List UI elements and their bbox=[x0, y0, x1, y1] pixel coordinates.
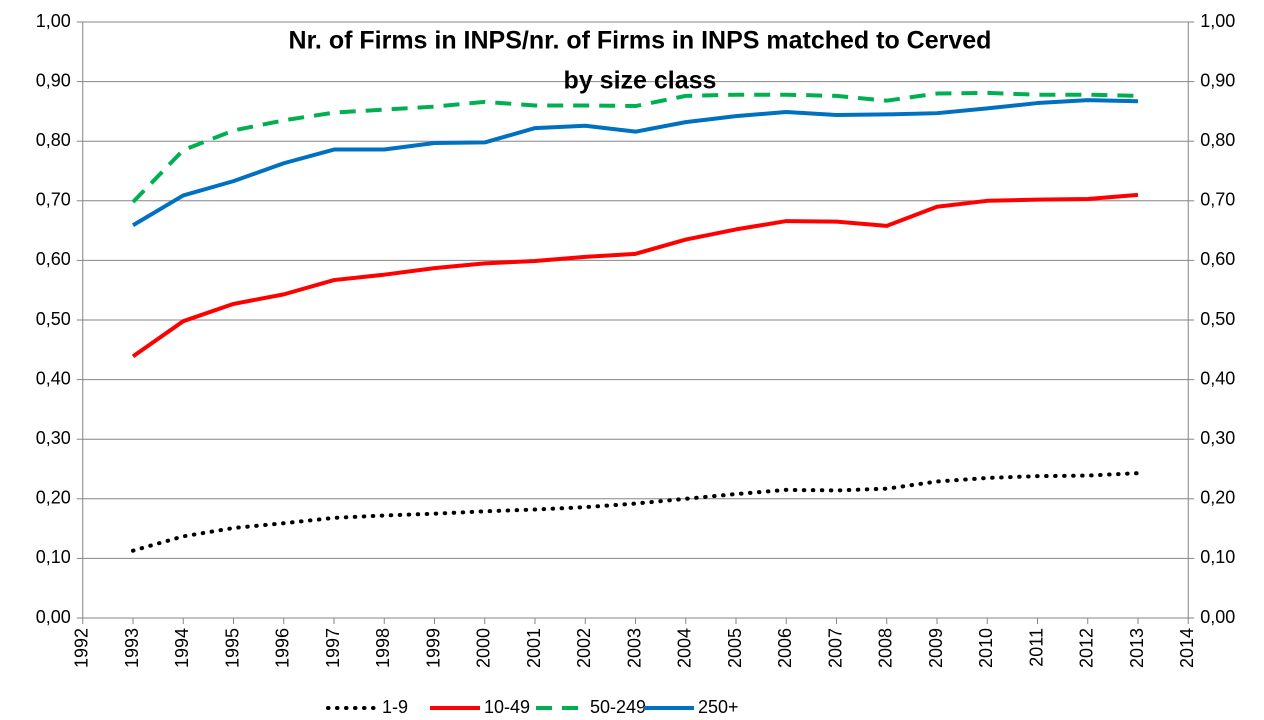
x-tick-label: 2000 bbox=[474, 628, 494, 668]
y-tick-label: 0,50 bbox=[36, 309, 71, 329]
x-tick-label: 1993 bbox=[122, 628, 142, 668]
series-line bbox=[131, 90, 1139, 204]
x-tick-label: 2004 bbox=[675, 628, 695, 668]
y-tick-label: 0,90 bbox=[36, 70, 71, 90]
x-tick-label: 1997 bbox=[323, 628, 343, 668]
y-tick-label: 0,40 bbox=[36, 368, 71, 388]
x-tick-label: 1999 bbox=[423, 628, 443, 668]
x-tick-label: 2014 bbox=[1177, 628, 1197, 668]
series-line bbox=[131, 98, 1139, 227]
y2-tick-label: 0,20 bbox=[1200, 488, 1235, 508]
x-tick-label: 2010 bbox=[976, 628, 996, 668]
x-tick-label: 2012 bbox=[1077, 628, 1097, 668]
y-tick-label: 0,60 bbox=[36, 249, 71, 269]
y-tick-label: 0,30 bbox=[36, 428, 71, 448]
x-tick-label: 1995 bbox=[222, 628, 242, 668]
series-line bbox=[131, 192, 1139, 358]
y-tick-label: 0,80 bbox=[36, 130, 71, 150]
y2-tick-label: 1,00 bbox=[1200, 11, 1235, 31]
legend-label: 10-49 bbox=[484, 697, 530, 717]
y-tick-label: 1,00 bbox=[36, 11, 71, 31]
x-tick-label: 1994 bbox=[172, 628, 192, 668]
x-tick-label: 2006 bbox=[775, 628, 795, 668]
y2-tick-label: 0,80 bbox=[1200, 130, 1235, 150]
y-tick-label: 0,00 bbox=[36, 607, 71, 627]
x-tick-label: 2001 bbox=[524, 628, 544, 668]
y2-tick-label: 0,40 bbox=[1200, 368, 1235, 388]
y2-tick-label: 0,70 bbox=[1200, 190, 1235, 210]
x-tick-label: 1998 bbox=[373, 628, 393, 668]
y2-tick-label: 0,30 bbox=[1200, 428, 1235, 448]
x-tick-label: 1992 bbox=[72, 628, 92, 668]
y-tick-label: 0,10 bbox=[36, 547, 71, 567]
chart-title: Nr. of Firms in INPS/nr. of Firms in INP… bbox=[289, 27, 992, 55]
legend-label: 250+ bbox=[698, 697, 739, 717]
x-tick-label: 2007 bbox=[825, 628, 845, 668]
x-tick-label: 2008 bbox=[876, 628, 896, 668]
legend-label: 1-9 bbox=[382, 697, 408, 717]
y2-tick-label: 0,10 bbox=[1200, 547, 1235, 567]
x-tick-label: 2003 bbox=[624, 628, 644, 668]
x-tick-label: 2009 bbox=[926, 628, 946, 668]
chart-title: by size class bbox=[564, 67, 717, 95]
y-tick-label: 0,20 bbox=[36, 488, 71, 508]
x-tick-label: 2011 bbox=[1026, 628, 1046, 667]
y2-tick-label: 0,60 bbox=[1200, 249, 1235, 269]
x-tick-label: 2013 bbox=[1127, 628, 1147, 668]
series-line bbox=[131, 471, 1140, 553]
x-tick-label: 2005 bbox=[725, 628, 745, 668]
legend-label: 50-249 bbox=[590, 697, 646, 717]
y2-tick-label: 0,90 bbox=[1200, 70, 1235, 90]
x-tick-label: 1996 bbox=[273, 628, 293, 668]
y2-tick-label: 0,50 bbox=[1200, 309, 1235, 329]
x-tick-label: 2002 bbox=[574, 628, 594, 668]
y2-tick-label: 0,00 bbox=[1200, 607, 1235, 627]
y-tick-label: 0,70 bbox=[36, 190, 71, 210]
